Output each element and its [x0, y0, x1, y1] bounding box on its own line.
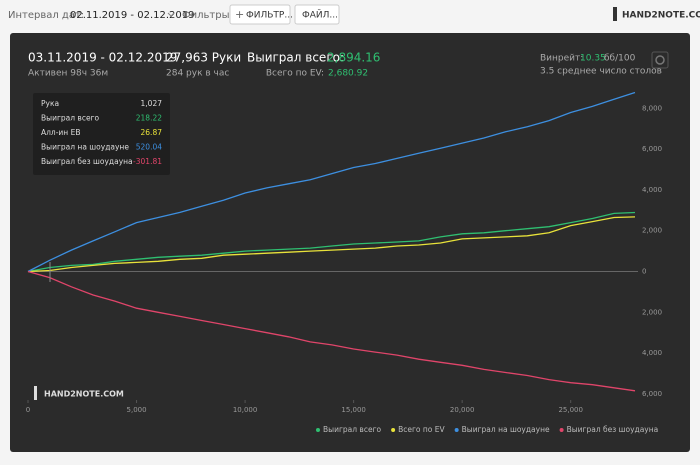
- series-line: [27, 216, 636, 273]
- interval-label: Интервал дат:: [8, 10, 84, 21]
- y-tick-label: 6,000: [642, 145, 662, 153]
- tooltip-label: Алл-ин ЕВ: [41, 128, 80, 137]
- legend-dot: [454, 428, 459, 432]
- file-button[interactable]: [294, 4, 340, 25]
- won-value: 2,894.16: [327, 51, 380, 65]
- winrate-label: Винрейт:: [540, 54, 583, 64]
- watermark: HAND2NOTE.COM: [44, 390, 124, 399]
- tooltip-value: 26.87: [141, 128, 163, 137]
- tooltip-rows: Рука 1,027 Выиграл всего 218.22 Алл-ин ЕВ 26.…: [41, 99, 162, 166]
- y-tick-label: 4,000: [642, 349, 662, 357]
- tooltip: [33, 93, 170, 175]
- x-tick-label: 0: [26, 406, 30, 414]
- panel: [10, 33, 690, 452]
- series-line: [27, 211, 636, 273]
- filter-button[interactable]: [229, 4, 291, 25]
- hands-per-hour: 284 рук в час: [166, 69, 229, 79]
- filters-label: Фильтры:: [182, 10, 233, 21]
- legend-dot: [316, 428, 320, 432]
- tooltip-value: -301.81: [133, 157, 162, 166]
- legend-label: Выиграл всего: [323, 425, 382, 434]
- watermark-icon: [34, 386, 37, 400]
- ev-value: 2,680.92: [328, 69, 368, 79]
- legend-label: Выиграл на шоудауне: [462, 425, 550, 434]
- tooltip-label: Рука: [41, 99, 59, 108]
- tooltip-value: 218.22: [136, 114, 162, 123]
- tooltip-label: Выиграл на шоудауне: [41, 143, 129, 152]
- legend-dot: [559, 428, 564, 432]
- y-tick-label: 4,000: [642, 186, 662, 194]
- hands: 27,963 Руки: [166, 51, 241, 65]
- winrate-unit: бб/100: [604, 54, 636, 64]
- gear-icon: [655, 55, 665, 65]
- won-label: Выиграл всего:: [247, 51, 344, 65]
- tooltip-value: 1,027: [141, 99, 163, 108]
- y-tick-label: 0: [642, 268, 646, 276]
- settings-button[interactable]: [651, 51, 669, 69]
- x-tick-label: 5,000: [127, 406, 147, 414]
- series-line: [27, 91, 636, 273]
- dropdown-arrow[interactable]: [167, 12, 175, 17]
- legend: Выиграл всего Всего по EV Выиграл на шоуда…: [316, 425, 658, 434]
- x-tick-label: 10,000: [233, 406, 258, 414]
- plus-icon: +: [235, 8, 244, 21]
- file-button-label[interactable]: ФАЙЛ...: [302, 9, 338, 21]
- legend-label: Всего по EV: [398, 425, 445, 434]
- x-tick-label: 15,000: [341, 406, 366, 414]
- logo-icon: [613, 7, 617, 21]
- x-tick-label: 25,000: [558, 406, 583, 414]
- winrate-value: 10.35: [580, 54, 606, 64]
- plot: 8,000 6,000 4,000 2,000 0 2,000 4,000 6,000 0 5,0…: [26, 91, 662, 414]
- ev-label: Всего по EV:: [266, 69, 324, 79]
- interval-value[interactable]: 02.11.2019 - 02.12.2019: [70, 10, 194, 21]
- tooltip-label: Выиграл без шоудауна: [41, 157, 133, 166]
- y-tick-label: 6,000: [642, 390, 662, 398]
- x-tick-label: 20,000: [450, 406, 475, 414]
- y-tick-label: 2,000: [642, 308, 662, 316]
- legend-dot: [391, 428, 396, 432]
- tooltip-value: 520.04: [136, 143, 162, 152]
- legend-label: Выиграл без шоудауна: [567, 425, 659, 434]
- filter-button-label[interactable]: ФИЛЬТР...: [246, 11, 293, 21]
- tooltip-label: Выиграл всего: [41, 114, 100, 123]
- y-tick-label: 8,000: [642, 104, 662, 112]
- y-tick-label: 2,000: [642, 227, 662, 235]
- logo: HAND2NOTE.COM: [622, 11, 700, 21]
- tables: 3.5 среднее число столов: [540, 67, 662, 77]
- series-line: [27, 270, 636, 392]
- dates: 03.11.2019 - 02.12.2019: [28, 51, 177, 65]
- active: Активен 98ч 36м: [28, 69, 108, 79]
